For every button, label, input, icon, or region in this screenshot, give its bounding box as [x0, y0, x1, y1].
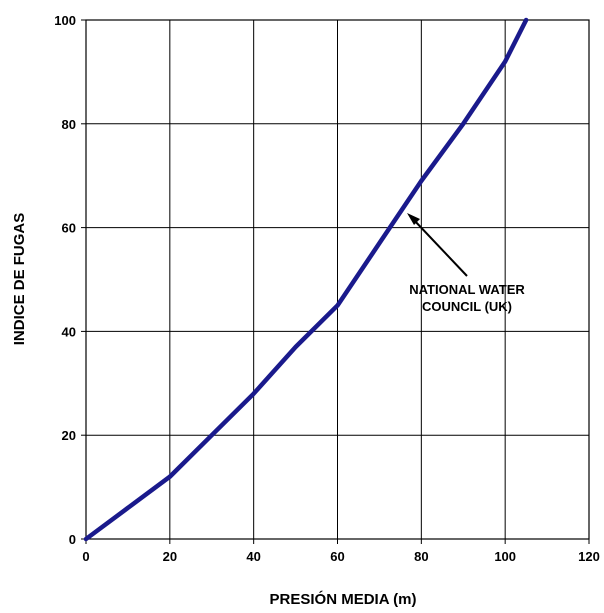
annotation-leader-line [412, 218, 468, 277]
y-tick-label: 0 [69, 532, 76, 547]
annotation-arrowhead [407, 213, 420, 225]
x-tick-label: 20 [163, 549, 177, 564]
y-tick-label: 20 [62, 428, 76, 443]
x-tick-label: 0 [82, 549, 89, 564]
annotation-line-1: NATIONAL WATER [409, 282, 525, 297]
x-tick-label: 60 [330, 549, 344, 564]
y-axis-title: INDICE DE FUGAS [11, 213, 28, 346]
series-line [83, 17, 529, 542]
tick-labels: 0 20 40 60 80 100 120 0 20 40 60 80 100 [54, 13, 600, 564]
x-tick-label: 40 [246, 549, 260, 564]
plot-frame [85, 19, 590, 540]
annotation-line-2: COUNCIL (UK) [422, 299, 512, 314]
x-tick-label: 80 [414, 549, 428, 564]
y-tick-label: 60 [62, 221, 76, 236]
x-tick-label: 100 [494, 549, 516, 564]
x-tick-label: 120 [578, 549, 600, 564]
x-axis-title: PRESIÓN MEDIA (m) [270, 590, 417, 608]
plot-border [85, 19, 590, 540]
annotation: NATIONAL WATER COUNCIL (UK) [407, 213, 525, 314]
y-tick-label: 80 [62, 117, 76, 132]
y-tick-label: 100 [54, 13, 76, 28]
y-tick-label: 40 [62, 324, 76, 339]
series-layer [83, 17, 529, 542]
